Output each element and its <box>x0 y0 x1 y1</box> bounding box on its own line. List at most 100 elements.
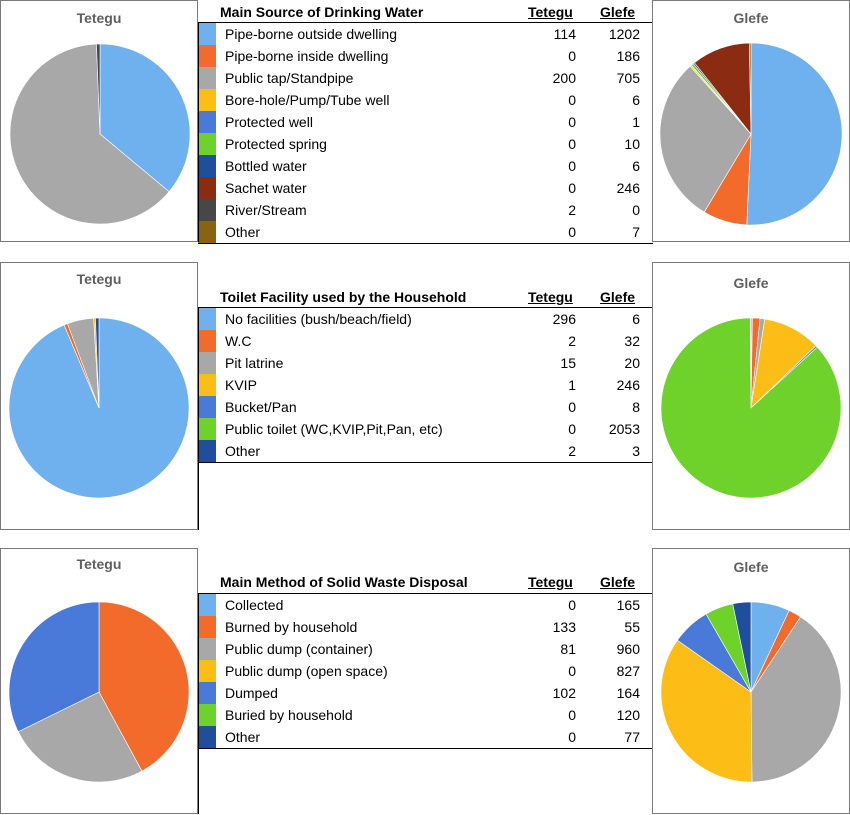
table-row: Pit latrine 15 20 <box>198 352 653 374</box>
legend-swatch <box>198 221 216 243</box>
row-value-1: 0 <box>568 48 576 64</box>
row-value-1: 0 <box>568 158 576 174</box>
table-row: Public dump (container) 81 960 <box>198 638 653 660</box>
legend-swatch <box>198 177 216 199</box>
row-value-1: 81 <box>560 641 576 657</box>
row-value-2: 77 <box>624 729 640 745</box>
row-value-1: 1 <box>568 377 576 393</box>
pie-chart-left <box>9 43 191 225</box>
pie-title-left: Tetegu <box>76 10 122 26</box>
pie-slice <box>659 65 752 213</box>
table-header: Main Method of Solid Waste Disposal Teteg… <box>198 574 653 594</box>
row-value-1: 133 <box>552 619 576 635</box>
row-value-2: 2053 <box>608 421 640 437</box>
data-table: Toilet Facility used by the Household Tet… <box>198 262 653 530</box>
table-row: Public tap/Standpipe 200 705 <box>198 67 653 89</box>
row-label: Collected <box>225 597 284 613</box>
row-value-1: 114 <box>553 26 576 42</box>
row-label: Public dump (open space) <box>225 663 388 679</box>
pie-slice <box>660 639 753 783</box>
panel-solid-waste: Tetegu Main Method of Solid Waste Dispos… <box>0 548 850 814</box>
pie-slice <box>732 601 752 693</box>
legend-swatch <box>198 418 216 440</box>
table-rule-bottom <box>198 462 653 463</box>
row-value-2: 32 <box>624 333 640 349</box>
row-label: Other <box>225 443 261 459</box>
row-value-2: 960 <box>616 641 640 657</box>
row-label: Public dump (container) <box>225 641 373 657</box>
table-row: Buried by household 0 120 <box>198 704 653 726</box>
pie-chart-right <box>659 42 843 226</box>
pie-title-left: Tetegu <box>76 271 122 287</box>
row-value-2: 3 <box>632 443 640 459</box>
table-row: W.C 2 32 <box>198 330 653 352</box>
row-label: Bore-hole/Pump/Tube well <box>225 92 390 108</box>
table-rule-bottom <box>198 243 653 244</box>
column-header-1: Tetegu <box>528 574 573 590</box>
table-rule-top <box>198 22 653 23</box>
row-label: Pipe-borne inside dwelling <box>225 48 389 64</box>
table-rule-left <box>198 593 199 814</box>
legend-swatch <box>198 111 216 133</box>
table-rule-top <box>198 593 653 594</box>
legend-swatch <box>198 682 216 704</box>
row-value-2: 246 <box>616 180 640 196</box>
row-value-1: 2 <box>568 202 576 218</box>
table-row: Bottled water 0 6 <box>198 155 653 177</box>
row-value-1: 200 <box>552 70 576 86</box>
column-header-2: Glefe <box>600 574 636 590</box>
row-label: Other <box>225 729 261 745</box>
legend-swatch <box>198 155 216 177</box>
legend-swatch <box>198 23 216 45</box>
pie-box-left: Tetegu <box>0 548 198 814</box>
row-value-1: 0 <box>568 92 576 108</box>
row-label: River/Stream <box>225 202 307 218</box>
table-header: Toilet Facility used by the Household Tet… <box>198 289 653 309</box>
pie-slice <box>98 601 190 772</box>
legend-swatch <box>198 594 216 616</box>
table-row: Burned by household 133 55 <box>198 616 653 638</box>
pie-slice <box>95 317 100 409</box>
table-row: Pipe-borne outside dwelling 114 1202 <box>198 23 653 45</box>
row-value-2: 827 <box>616 663 640 679</box>
table-title: Main Method of Solid Waste Disposal <box>220 574 468 590</box>
legend-swatch <box>198 308 216 330</box>
row-label: Buried by household <box>225 707 353 723</box>
row-value-2: 1 <box>632 114 640 130</box>
row-value-2: 165 <box>616 597 640 613</box>
legend-swatch <box>198 660 216 682</box>
pie-slice <box>750 616 842 783</box>
row-label: Bucket/Pan <box>225 399 297 415</box>
row-value-1: 0 <box>568 224 576 240</box>
row-label: Bottled water <box>225 158 307 174</box>
pie-chart-left <box>8 317 190 499</box>
pie-title-left: Tetegu <box>76 556 122 572</box>
pie-slice <box>17 691 143 783</box>
table-row: Collected 0 165 <box>198 594 653 616</box>
row-value-1: 0 <box>568 421 576 437</box>
pie-chart-right <box>660 601 842 783</box>
panel-toilet-facility: Tetegu Toilet Facility used by the House… <box>0 262 850 530</box>
table-rule-top <box>198 307 653 308</box>
row-label: Public toilet (WC,KVIP,Pit,Pan, etc) <box>225 421 443 437</box>
table-row: Other 2 3 <box>198 440 653 462</box>
row-value-1: 0 <box>568 597 576 613</box>
legend-swatch <box>198 638 216 660</box>
legend-swatch <box>198 89 216 111</box>
table-row: Protected spring 0 10 <box>198 133 653 155</box>
table-row: Public toilet (WC,KVIP,Pit,Pan, etc) 0 205… <box>198 418 653 440</box>
legend-swatch <box>198 374 216 396</box>
row-value-1: 102 <box>552 685 576 701</box>
row-label: Protected spring <box>225 136 327 152</box>
legend-swatch <box>198 199 216 221</box>
pie-title-right: Glefe <box>733 10 769 26</box>
table-header: Main Source of Drinking Water Tetegu Glefe <box>198 4 653 24</box>
pie-title-right: Glefe <box>733 275 769 291</box>
pie-slice <box>749 317 752 409</box>
data-table: Main Source of Drinking Water Tetegu Glefe… <box>198 0 653 244</box>
pie-slice <box>749 42 752 135</box>
legend-swatch <box>198 330 216 352</box>
row-value-2: 1202 <box>608 26 640 42</box>
row-value-1: 2 <box>568 333 576 349</box>
row-value-1: 0 <box>568 707 576 723</box>
